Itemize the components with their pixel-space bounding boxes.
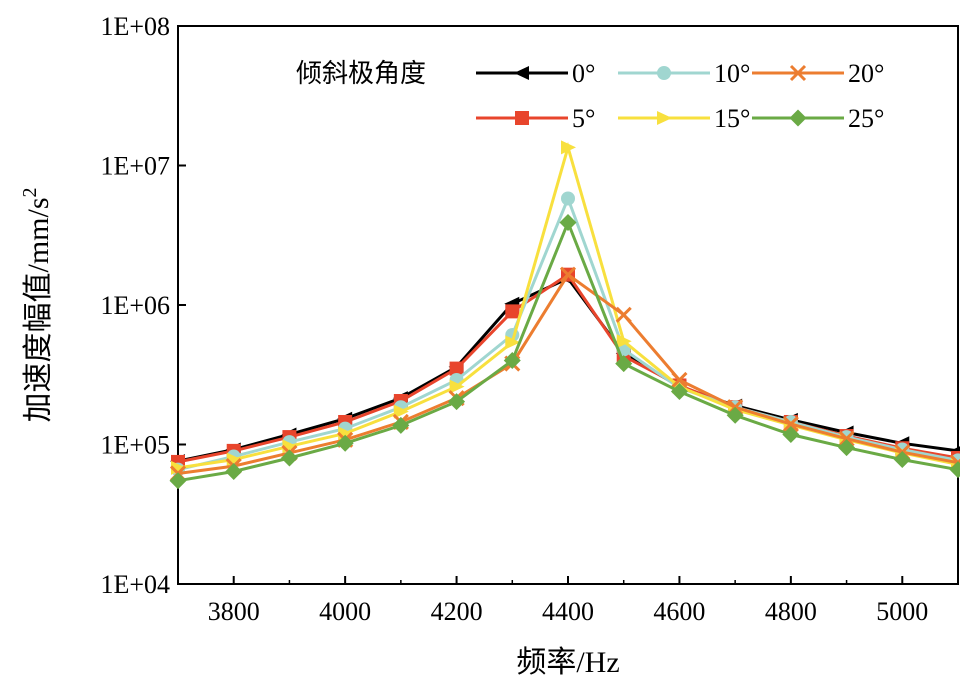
x-tick-label: 4000: [319, 597, 371, 626]
data-point: [838, 430, 855, 447]
data-point: [561, 140, 576, 155]
y-axis-title-superscript: 2: [19, 187, 41, 197]
data-point: [559, 214, 577, 232]
x-tick-label: 4800: [765, 597, 817, 626]
y-axis-title: 加速度幅值/mm/s2: [19, 187, 55, 422]
series-5: [169, 214, 960, 490]
legend-marker: [789, 109, 807, 127]
data-point: [782, 425, 800, 443]
y-tick-label: 1E+08: [100, 12, 170, 41]
legend-marker: [789, 64, 807, 82]
data-point: [169, 472, 187, 490]
legend: 倾斜极角度 0° 5° 10° 15° 20° 25°: [296, 59, 884, 133]
data-point: [505, 304, 520, 319]
legend-label: 20°: [848, 59, 884, 88]
data-point: [949, 461, 960, 479]
legend-entry: 10°: [618, 59, 750, 88]
y-tick-label: 1E+05: [100, 431, 170, 460]
legend-label: 15°: [714, 104, 750, 133]
legend-entry: 0°: [476, 59, 595, 88]
data-point: [726, 406, 744, 424]
y-tick-label: 1E+06: [100, 291, 170, 320]
y-axis-title-main: 加速度幅值/mm/s: [22, 197, 55, 422]
data-point: [670, 382, 688, 400]
data-point: [782, 416, 799, 433]
y-axis: 1E+04 1E+05 1E+06 1E+07 1E+08: [100, 12, 186, 599]
legend-marker: [514, 66, 529, 80]
x-axis-title: 频率/Hz: [516, 646, 619, 679]
series-layer: [169, 140, 960, 490]
data-point: [615, 306, 632, 323]
legend-label: 0°: [572, 59, 595, 88]
data-point: [671, 371, 688, 389]
y-tick-label: 1E+07: [100, 152, 170, 181]
data-point: [449, 361, 464, 376]
legend-label: 10°: [714, 59, 750, 88]
data-point: [393, 404, 409, 419]
legend-marker: [515, 111, 529, 125]
legend-entry: 15°: [618, 104, 750, 133]
plot-frame: [177, 25, 959, 585]
x-tick-label: 5000: [876, 597, 928, 626]
x-tick-label: 3800: [208, 597, 260, 626]
plot-frame-group: [177, 25, 959, 585]
legend-marker: [657, 66, 671, 80]
data-point: [503, 352, 521, 370]
x-axis: 3800 4000 4200 4400 4600 4800 5000: [177, 576, 959, 626]
legend-marker: [657, 111, 672, 125]
data-point: [336, 434, 354, 452]
legend-label: 5°: [572, 104, 595, 133]
data-point: [280, 449, 298, 467]
x-tick-label: 4600: [653, 597, 705, 626]
x-tick-label: 4200: [431, 597, 483, 626]
data-point: [561, 191, 575, 206]
data-point: [559, 266, 577, 283]
y-tick-label: 1E+04: [100, 570, 170, 599]
legend-title: 倾斜极角度: [296, 59, 426, 88]
data-point: [838, 439, 856, 457]
x-tick-label: 4400: [542, 597, 594, 626]
series-3: [171, 140, 960, 475]
data-point: [448, 393, 466, 411]
data-point: [616, 334, 632, 349]
legend-entry: 25°: [752, 104, 884, 133]
data-point: [615, 355, 633, 373]
legend-entry: 20°: [752, 59, 884, 88]
data-point: [449, 379, 465, 394]
legend-entry: 5°: [476, 104, 595, 133]
data-point: [505, 335, 521, 350]
data-point: [392, 416, 410, 434]
data-point: [225, 463, 243, 481]
data-point: [893, 451, 911, 469]
legend-label: 25°: [848, 104, 884, 133]
